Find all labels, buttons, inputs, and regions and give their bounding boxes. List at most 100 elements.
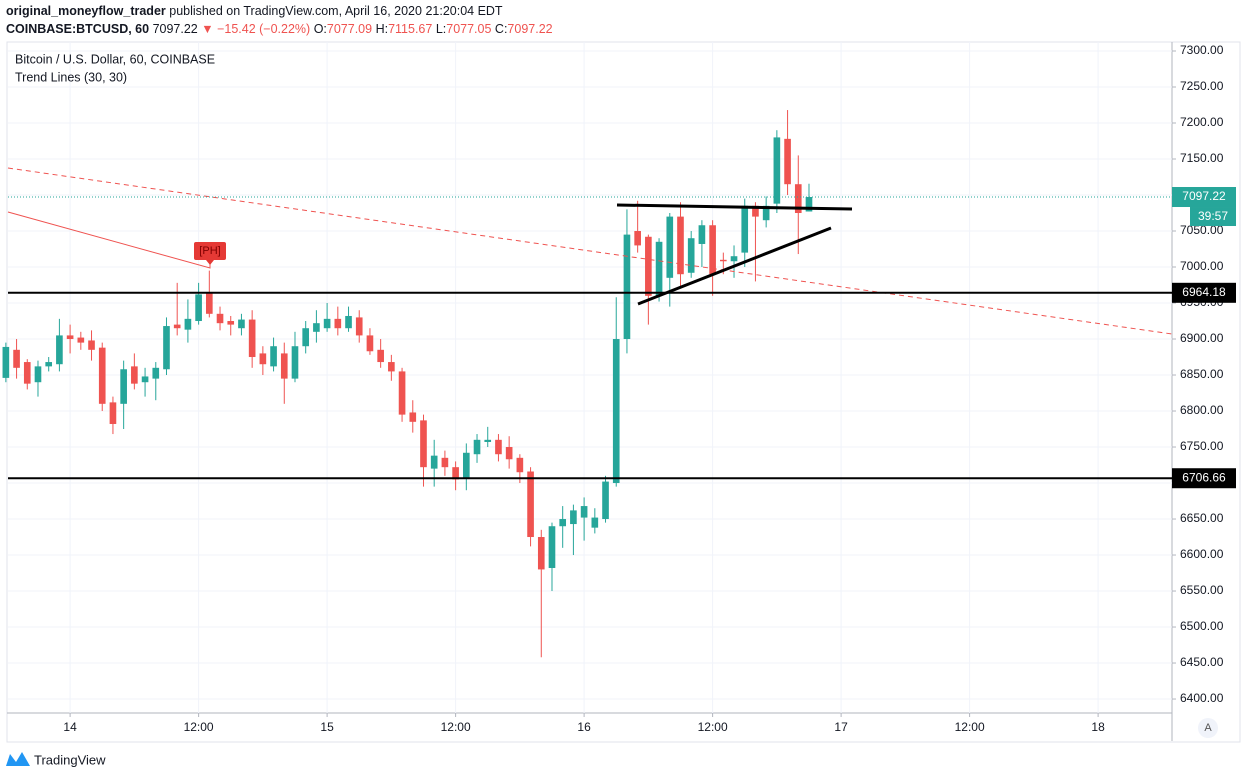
last: 7097.22	[153, 22, 198, 36]
y-tick-label: 6600.00	[1180, 547, 1224, 561]
candle-body	[398, 371, 406, 415]
candle-body	[462, 452, 470, 479]
countdown-box	[1190, 207, 1236, 227]
y-tick-label: 6850.00	[1180, 367, 1224, 381]
candle-body	[66, 335, 74, 340]
candle-body	[687, 238, 695, 273]
candle-body	[88, 340, 95, 350]
y-tick-label: 6750.00	[1180, 439, 1224, 453]
candle-body	[537, 537, 545, 570]
candle-body	[570, 510, 577, 525]
l-label: L:	[436, 22, 446, 36]
l-value: 7077.05	[446, 22, 491, 36]
candle-body	[409, 412, 417, 422]
y-tick-label: 6450.00	[1180, 655, 1224, 669]
candle-body	[141, 376, 149, 383]
last-price-label: 7097.22	[1182, 189, 1226, 203]
header-line-2: COINBASE:BTCUSD, 60 7097.22 ▼ −15.42 (−0…	[6, 22, 553, 36]
h-value: 7115.67	[388, 22, 432, 36]
y-tick-label: 6400.00	[1180, 691, 1224, 705]
candle-body	[56, 335, 63, 365]
candle-body	[677, 216, 684, 275]
level-label: 6964.18	[1182, 285, 1226, 299]
y-tick-label: 7300.00	[1180, 43, 1224, 57]
candle-body	[473, 439, 481, 455]
candles	[2, 110, 813, 658]
candle-body	[45, 362, 53, 367]
candle-body	[388, 362, 395, 372]
published: published on TradingView.com, April 16, …	[169, 4, 503, 18]
candle-body	[291, 346, 299, 379]
h-label: H:	[376, 22, 389, 36]
candle-body	[109, 402, 117, 424]
candle-body	[355, 317, 363, 336]
countdown-label: 39:57	[1198, 209, 1228, 223]
x-tick-label: 12:00	[698, 720, 728, 734]
candle-body	[773, 137, 781, 204]
candle-body	[98, 347, 106, 404]
y-tick-label: 6650.00	[1180, 511, 1224, 525]
candle-body	[270, 346, 277, 367]
candle-body	[655, 241, 663, 296]
o-value: 7077.09	[327, 22, 372, 36]
candle-body	[184, 318, 192, 330]
candle-body	[163, 326, 170, 370]
x-tick-label: 15	[320, 720, 334, 734]
candle-body	[602, 481, 609, 520]
candle-body	[794, 184, 802, 214]
candle-body	[152, 367, 160, 379]
candle-body	[591, 517, 599, 528]
candle-body	[698, 225, 706, 244]
candle-body	[227, 321, 235, 325]
candle-body	[366, 335, 374, 352]
scale-button-label[interactable]: A	[1204, 722, 1212, 734]
candle-body	[377, 349, 384, 363]
candle-body	[559, 519, 567, 527]
level-label: 6706.66	[1182, 470, 1226, 484]
candle-body	[216, 313, 224, 324]
candle-body	[205, 292, 213, 314]
candle-body	[195, 294, 202, 322]
candle-body	[612, 339, 620, 484]
level-label-box	[1172, 282, 1236, 303]
indicator: Trend Lines (30, 30)	[15, 70, 127, 84]
y-tick-label: 7050.00	[1180, 223, 1224, 237]
brand: TradingView	[34, 752, 106, 767]
overlay: 6964.18 6706.66 7097.22 39:57	[8, 187, 1236, 489]
candle-body	[623, 234, 631, 340]
candle-body	[516, 457, 524, 473]
candle-body	[741, 205, 749, 253]
x-tick-label: 17	[834, 720, 848, 734]
candle-body	[730, 256, 738, 262]
candle-body	[238, 319, 245, 329]
c-value: 7097.22	[507, 22, 552, 36]
candle-body	[173, 324, 181, 329]
candle-body	[645, 236, 652, 296]
trend-line-dashed	[7, 167, 1173, 335]
flag-top	[616, 203, 853, 211]
candle-body	[430, 455, 438, 469]
x-tick-label: 18	[1091, 720, 1105, 734]
last-price-box	[1172, 187, 1236, 208]
candle-body	[762, 205, 770, 221]
y-tick-label: 6550.00	[1180, 583, 1224, 597]
c-label: C:	[495, 22, 508, 36]
candle-body	[280, 353, 288, 379]
candle-body	[34, 366, 42, 383]
candle-body	[527, 471, 534, 538]
grid: 6400.00 6450.00 6500.00 6550.00 6600.00 6650.…	[8, 42, 1224, 734]
candle-body	[484, 439, 492, 442]
candle-body	[495, 439, 502, 455]
candle-body	[13, 349, 20, 368]
candle-body	[23, 362, 31, 384]
level-label-box	[1172, 468, 1236, 489]
symbol: COINBASE:BTCUSD, 60	[6, 22, 149, 36]
scale-button[interactable]	[1198, 718, 1218, 738]
candle-body	[666, 216, 674, 278]
ph-label: [PH]	[199, 245, 220, 257]
candle-body	[441, 457, 449, 468]
candle-body	[248, 319, 256, 358]
candle-body	[634, 231, 641, 246]
